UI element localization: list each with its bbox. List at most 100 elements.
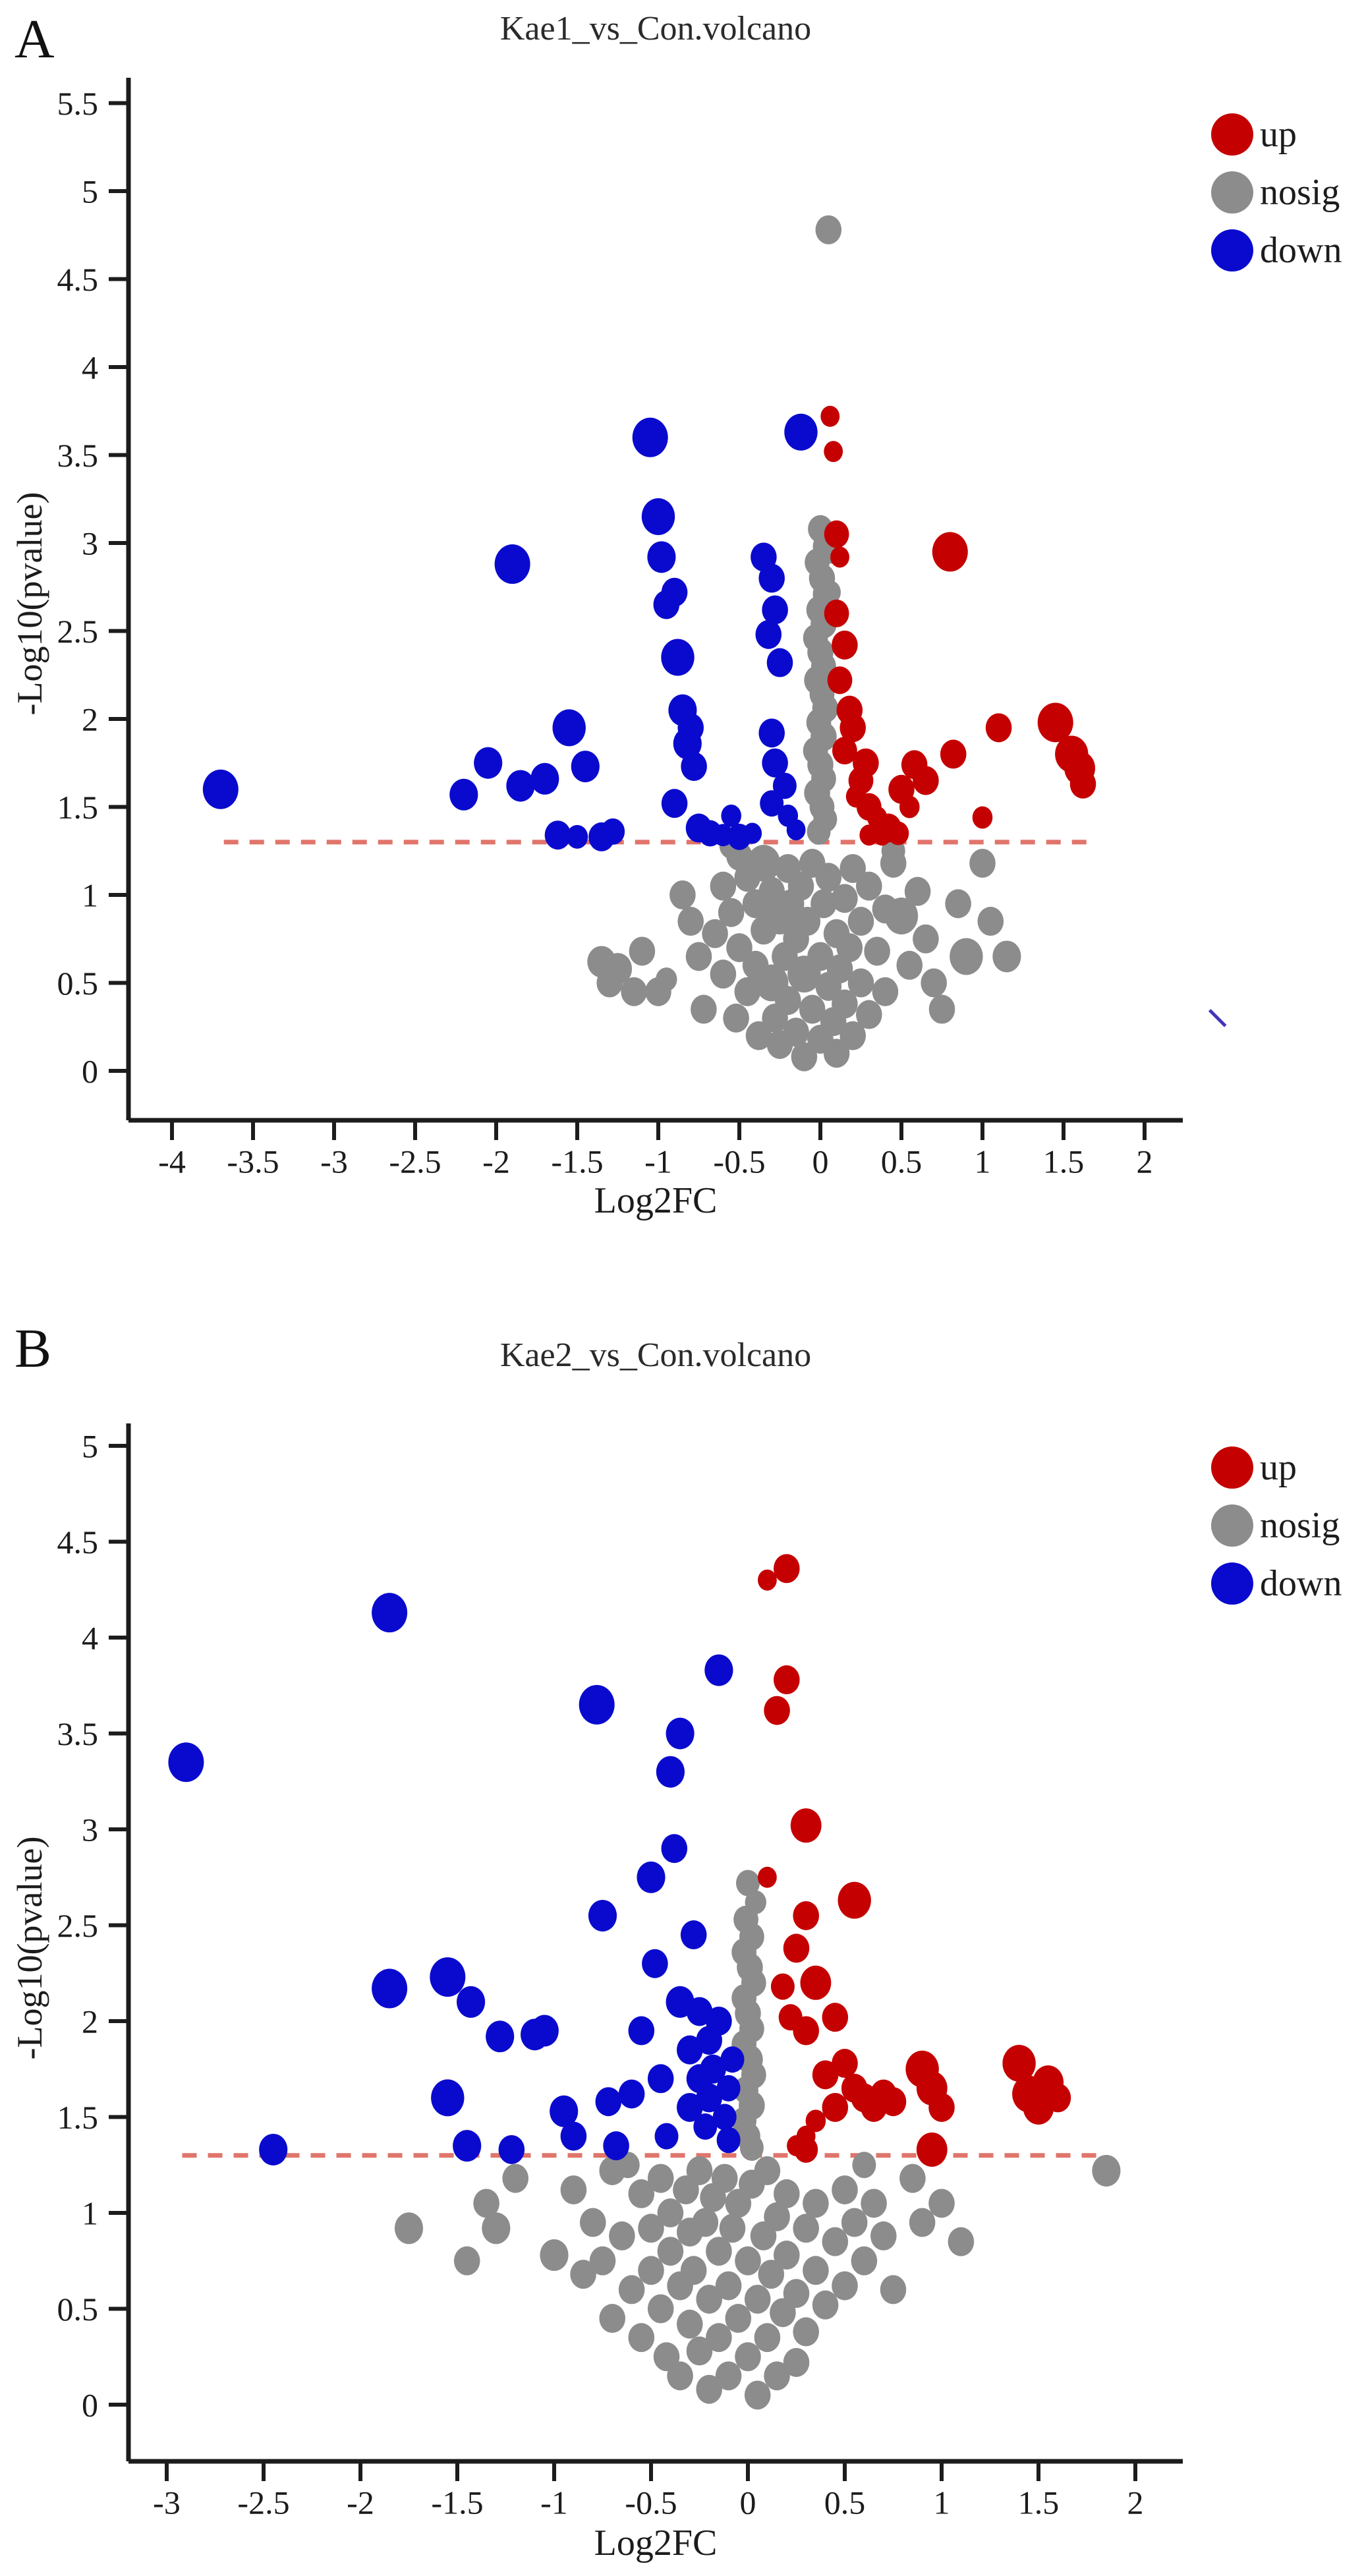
down-point — [603, 2131, 629, 2161]
x-tick-label: -2.5 — [237, 2484, 289, 2521]
up-point — [928, 2092, 955, 2122]
stray-mark — [1208, 1009, 1227, 1027]
x-tick-label: -2 — [347, 2484, 374, 2521]
nosig-point — [904, 876, 931, 906]
up-point — [793, 1901, 819, 1930]
nosig-point — [745, 1021, 772, 1050]
nosig-point — [832, 989, 858, 1019]
up-point — [758, 1569, 777, 1591]
y-tick-label: 2.5 — [57, 1907, 99, 1944]
nosig-point — [706, 2237, 732, 2266]
down-point — [453, 2130, 482, 2162]
panel-letter-b: B — [14, 1318, 52, 1379]
nosig-point — [880, 2275, 907, 2304]
up-point — [899, 795, 920, 818]
y-tick-label: 4 — [82, 349, 98, 386]
down-point — [661, 789, 688, 818]
y-tick-label: 1.5 — [57, 2099, 99, 2136]
nosig-point — [793, 2214, 819, 2243]
x-tick-label: -4 — [158, 1143, 186, 1180]
up-point — [839, 713, 866, 743]
nosig-point — [560, 2175, 587, 2205]
nosig-point — [711, 2163, 738, 2193]
down-point — [666, 1717, 695, 1750]
nosig-point — [744, 2284, 771, 2314]
up-point — [913, 766, 939, 795]
plot-title-b: Kae2_vs_Con.volcano — [499, 1336, 812, 1374]
down-point — [202, 769, 239, 809]
x-tick-label: -1 — [644, 1143, 672, 1180]
nosig-point — [686, 2336, 713, 2366]
nosig-point — [815, 215, 842, 244]
nosig-point — [656, 967, 677, 992]
nosig-point — [609, 2221, 635, 2250]
down-point — [259, 2133, 288, 2165]
down-point — [571, 751, 600, 783]
down-point — [372, 1968, 408, 2009]
down-point — [647, 2064, 674, 2094]
y-tick-label: 3.5 — [57, 437, 99, 474]
legend-label-up: up — [1260, 1447, 1297, 1488]
nosig-point — [628, 2179, 655, 2208]
nosig-point — [832, 2175, 858, 2205]
down-point — [498, 2134, 525, 2164]
nosig-point — [603, 953, 633, 985]
up-point — [764, 1696, 790, 1725]
up-point — [783, 1933, 810, 1963]
y-tick-label: 5.5 — [57, 85, 99, 122]
y-axis-label-b: -Log10(pvalue) — [10, 1836, 49, 2060]
up-point — [832, 737, 857, 765]
nosig-point — [739, 2134, 764, 2161]
nosig-point — [710, 959, 737, 989]
nosig-point — [1092, 2154, 1121, 2187]
down-color-dot — [1211, 229, 1253, 272]
down-point — [456, 1986, 486, 2018]
nosig-point — [735, 2342, 761, 2372]
up-point — [824, 441, 843, 463]
nosig-point — [744, 2380, 771, 2410]
legend-label-up: up — [1260, 114, 1297, 155]
down-point — [786, 819, 806, 841]
x-tick-label: -2 — [482, 1143, 510, 1180]
nosig-point — [686, 2156, 713, 2185]
legend-item-up: up — [1211, 113, 1342, 156]
down-point — [766, 648, 793, 677]
down-point — [762, 748, 788, 778]
up-point — [1069, 769, 1096, 799]
down-point — [642, 1949, 668, 1978]
down-point — [762, 595, 788, 625]
down-point — [544, 820, 571, 850]
legend-item-nosig: nosig — [1211, 171, 1342, 214]
down-point — [784, 413, 818, 451]
down-point — [530, 762, 559, 795]
down-point — [772, 772, 797, 799]
nosig-point — [735, 2246, 761, 2275]
nosig-point — [812, 2290, 839, 2320]
nosig-point — [726, 933, 753, 963]
nosig-point — [822, 2227, 849, 2256]
down-point — [588, 1899, 617, 1932]
y-tick-label: 1 — [82, 877, 98, 914]
down-point — [680, 1920, 707, 1950]
up-color-dot — [1211, 113, 1253, 156]
x-tick-label: -1 — [540, 2484, 568, 2521]
nosig-point — [783, 2347, 810, 2377]
down-point — [760, 790, 784, 817]
nosig-point — [669, 880, 696, 909]
up-point — [820, 405, 840, 427]
up-point — [770, 1973, 795, 2000]
nosig-point — [657, 2237, 684, 2266]
x-tick-label: 1 — [934, 2484, 950, 2521]
up-point — [824, 599, 849, 627]
nosig-point — [647, 2294, 674, 2324]
down-point — [628, 2016, 655, 2046]
nosig-point — [715, 2271, 742, 2301]
up-point — [812, 2060, 839, 2090]
nosig-point — [794, 907, 821, 936]
panel-letter-a: A — [14, 9, 55, 70]
volcano-panel-a: -4 -3.5 -3 -2.5 -2 -1.5 -1 -0.5 0 0.5 1 1.5 2 0 0.5 1 1.… — [0, 0, 1364, 1255]
down-point — [647, 541, 676, 573]
down-point — [661, 1834, 688, 1864]
x-tick-label: -3 — [153, 2484, 181, 2521]
nosig-point — [638, 2214, 664, 2243]
